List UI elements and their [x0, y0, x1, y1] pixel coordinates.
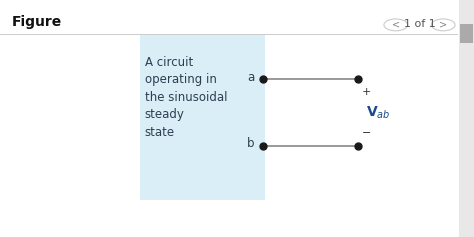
Text: $\mathbf{V}_{ab}$: $\mathbf{V}_{ab}$: [366, 104, 391, 121]
FancyBboxPatch shape: [460, 24, 473, 43]
FancyBboxPatch shape: [140, 34, 265, 200]
Text: A circuit
operating in
the sinusoidal
steady
state: A circuit operating in the sinusoidal st…: [145, 56, 227, 139]
Text: −: −: [362, 128, 371, 138]
Text: a: a: [247, 71, 255, 83]
Text: >: >: [439, 19, 447, 29]
Text: Figure: Figure: [12, 15, 62, 29]
Text: 1 of 1: 1 of 1: [404, 19, 435, 29]
Text: +: +: [362, 87, 371, 97]
Text: b: b: [247, 137, 255, 150]
FancyBboxPatch shape: [459, 0, 474, 237]
Text: <: <: [392, 19, 400, 29]
